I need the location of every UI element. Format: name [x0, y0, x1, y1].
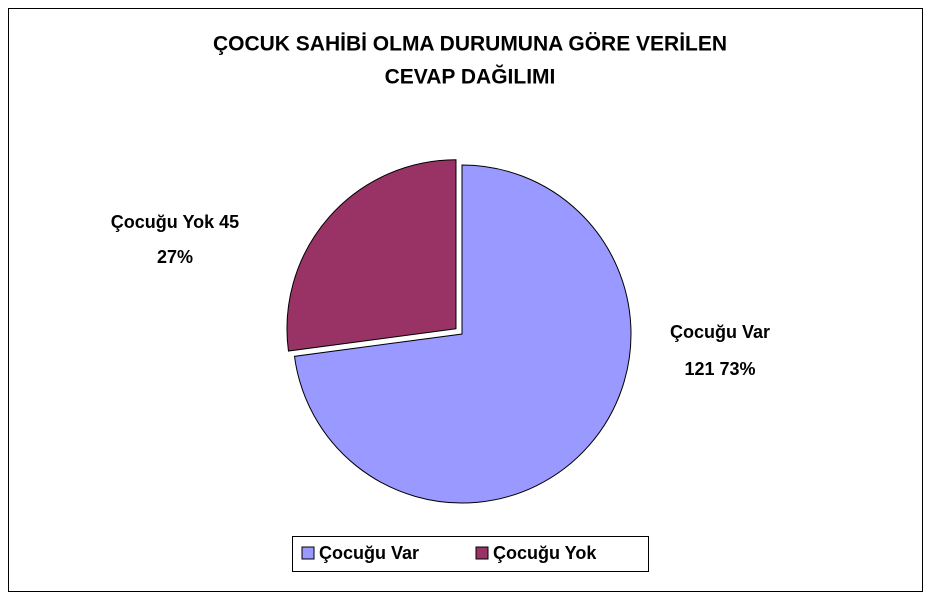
data-label-category: Çocuğu Yok: [111, 212, 215, 232]
data-label-value: 45: [219, 212, 239, 232]
legend-swatch: [475, 546, 489, 560]
data-label: 27%: [157, 247, 193, 267]
legend-label: Çocuğu Yok: [493, 543, 597, 563]
chart-title: CEVAP DAĞILIMI: [385, 65, 556, 89]
legend-label: Çocuğu Var: [319, 543, 419, 563]
legend-box: [292, 536, 649, 572]
pie-slice: [286, 159, 457, 352]
legend-swatch: [301, 546, 315, 560]
pie-slice: [293, 164, 632, 504]
data-label: Çocuğu Var: [670, 322, 770, 342]
data-label-percent: 73%: [720, 359, 756, 379]
data-label: 121 73%: [684, 359, 755, 379]
data-label: Çocuğu Yok 45: [111, 212, 239, 232]
data-label-value: 121: [684, 359, 714, 379]
chart-title: ÇOCUK SAHİBİ OLMA DURUMUNA GÖRE VERİLEN: [213, 33, 727, 56]
